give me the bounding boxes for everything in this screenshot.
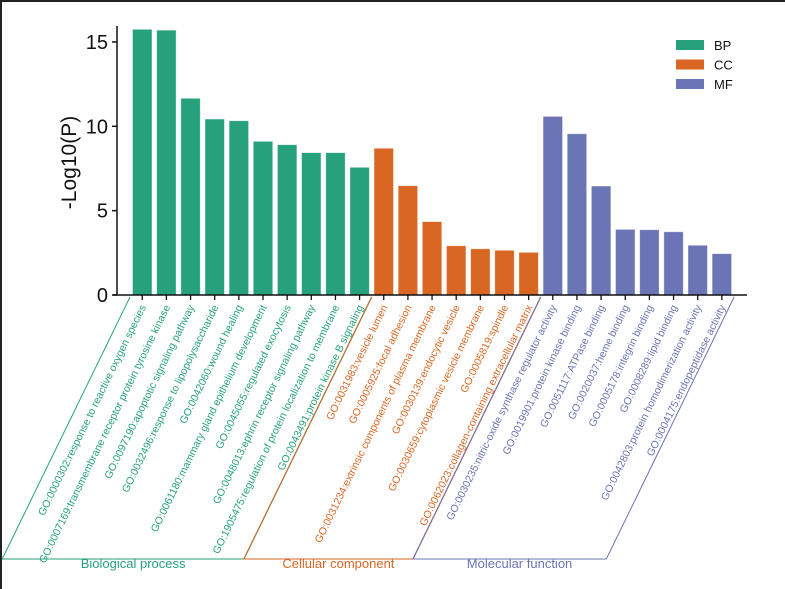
bar-mf-6 [663,231,684,296]
bar-mf-4 [615,228,636,296]
bars-layer [132,28,732,296]
y-tick-label: 5 [97,201,108,223]
bar-bp-7 [276,144,298,296]
bar-mf-7 [687,244,708,296]
x-ticks [141,295,723,300]
bar-mf-5 [639,229,660,296]
y-ticks: 0 5 10 15 [86,32,117,307]
bar-mf-3 [590,185,612,296]
y-tick-label: 15 [86,32,108,54]
bar-bp-8 [301,152,322,296]
legend-label-bp: BP [714,38,731,53]
bar-cc-5 [470,248,491,296]
y-tick-label: 10 [86,116,108,138]
bar-mf-1 [542,115,563,296]
legend: BP CC MF [676,38,733,92]
legend-label-mf: MF [714,77,733,92]
bar-mf-8 [711,253,732,296]
category-labels: GO:0000302:response to reactive oxygen s… [36,302,729,565]
bar-cc-4 [446,245,467,296]
legend-label-cc: CC [714,58,733,73]
bar-cc-6 [494,249,515,296]
legend-swatch-cc [676,59,704,70]
group-bracket-mf [411,296,735,560]
legend-swatch-mf [676,79,704,89]
bar-bp-2 [156,29,177,296]
bar-mf-2 [566,133,588,296]
group-label-mf: Molecular function [467,556,573,571]
bar-bp-1 [132,28,153,296]
group-brackets: Biological process Cellular component Mole… [1,296,735,571]
bar-bp-9 [325,152,346,296]
legend-swatch-bp [676,40,704,50]
axes-layer [113,26,747,296]
y-axis-label: -Log10(P) [58,116,81,209]
bar-cc-1 [373,147,394,296]
bar-bp-6 [252,140,274,296]
bar-cc-7 [518,251,539,296]
y-tick-label: 0 [97,285,108,307]
bar-cc-2 [397,185,419,296]
bar-cc-3 [421,221,443,296]
bar-bp-3 [180,97,201,296]
bar-bp-5 [228,120,250,296]
group-label-bp: Biological process [81,556,186,571]
bar-bp-4 [204,118,225,296]
bar-bp-10 [349,166,370,296]
group-label-cc: Cellular component [282,556,394,571]
